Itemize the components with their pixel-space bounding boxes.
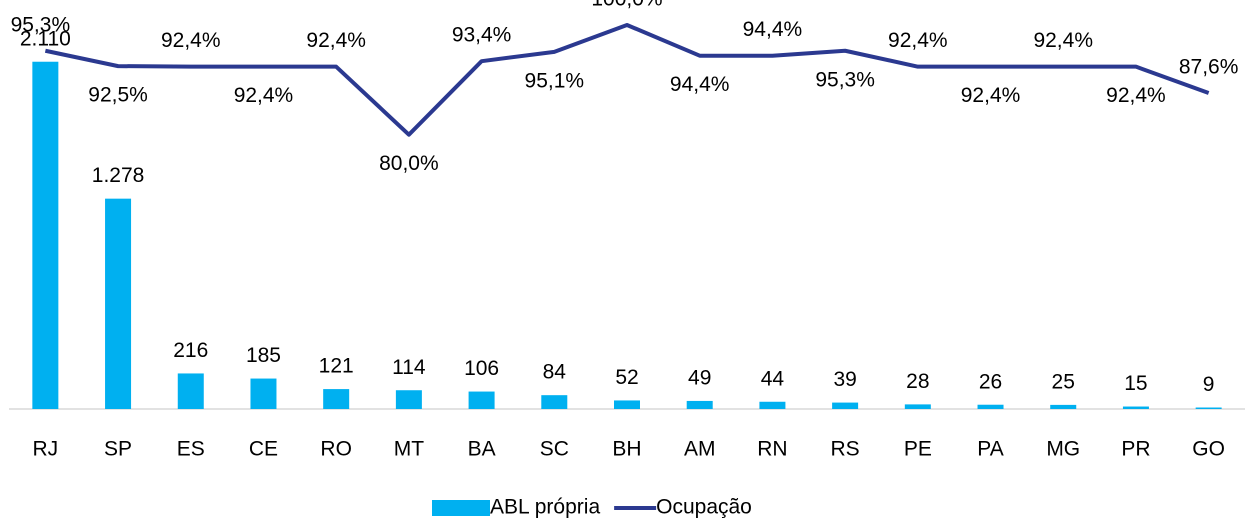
bar (250, 378, 277, 409)
line-label: 94,4% (743, 18, 803, 41)
line-label: 95,1% (525, 69, 585, 92)
bar-label: 121 (319, 355, 354, 378)
bar (395, 390, 422, 409)
x-tick-label: SP (104, 438, 132, 461)
x-tick-label: BH (612, 438, 641, 461)
line-label: 92,4% (161, 29, 221, 52)
line-label: 87,6% (1179, 56, 1239, 79)
x-tick-label: RS (831, 438, 860, 461)
legend-swatch (432, 500, 490, 516)
x-tick-label: RN (757, 438, 787, 461)
line (44, 22, 1210, 137)
line-label: 93,4% (452, 24, 512, 47)
line-label: 92,4% (234, 84, 294, 107)
bar-label: 15 (1124, 372, 1147, 395)
line-label: 100,0% (591, 0, 662, 11)
bar-label: 44 (761, 367, 785, 390)
x-tick-label: SC (540, 438, 569, 461)
bar-label: 39 (833, 368, 856, 391)
x-tick-label: MG (1046, 438, 1080, 461)
line-label: 95,3% (11, 13, 71, 36)
bar (468, 391, 495, 409)
x-tick-label: PA (977, 438, 1003, 461)
bar-label: 49 (688, 366, 711, 389)
bar (541, 395, 568, 409)
bar (614, 400, 640, 409)
bar (32, 61, 59, 410)
x-tick-label: PE (904, 438, 932, 461)
line-label: 95,3% (815, 68, 875, 91)
line-label: 80,0% (379, 152, 439, 175)
bar (832, 402, 859, 409)
bar (1195, 407, 1222, 409)
bar (105, 198, 132, 409)
x-tick-label: PR (1121, 438, 1150, 461)
bar-label: 185 (246, 344, 281, 367)
line-label: 92,4% (306, 29, 366, 52)
x-tick-label: MT (394, 438, 424, 461)
x-tick-label: GO (1192, 438, 1225, 461)
line-label: 92,4% (1033, 29, 1093, 52)
bar (1050, 404, 1077, 409)
x-tick-label: AM (684, 438, 716, 461)
bar (977, 404, 1004, 409)
line-label: 92,4% (1106, 84, 1166, 107)
bar-label: 84 (543, 361, 567, 384)
bar (1122, 406, 1149, 409)
line-label: 94,4% (670, 73, 730, 96)
bar-label: 1.278 (92, 164, 145, 187)
bar (177, 373, 204, 409)
bar (904, 404, 931, 409)
line-label: 92,5% (88, 84, 148, 107)
x-tick-label: ES (177, 438, 205, 461)
line-label: 92,4% (961, 84, 1021, 107)
bar-label: 114 (392, 356, 426, 379)
bar-label: 28 (906, 370, 929, 393)
bar-label: 9 (1203, 373, 1215, 396)
bar-label: 52 (615, 366, 638, 389)
bar-label: 216 (173, 339, 208, 362)
bar-label: 106 (464, 357, 499, 380)
bar-label: 26 (979, 370, 1002, 393)
legend-label: ABL própria (490, 496, 600, 519)
x-tick-label: BA (468, 438, 496, 461)
line-label: 92,4% (888, 29, 948, 52)
bar (686, 400, 713, 409)
bar (759, 401, 786, 409)
legend-label: Ocupação (656, 496, 752, 519)
x-tick-label: RJ (33, 438, 59, 461)
bar-label: 2.110 (20, 27, 71, 50)
x-tick-label: RO (320, 438, 352, 461)
bar (323, 389, 350, 409)
bar-label: 25 (1052, 370, 1075, 393)
x-tick-label: CE (249, 438, 278, 461)
